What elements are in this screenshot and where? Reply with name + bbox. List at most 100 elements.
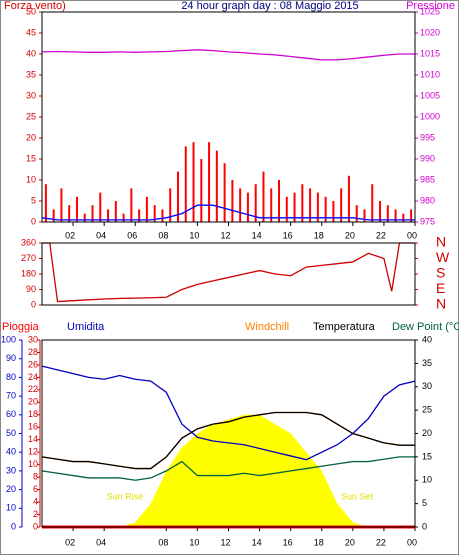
y2-tick-label: 0 [422, 521, 427, 531]
y2-tick-label: 35 [422, 358, 432, 368]
y3-tick-label: 16 [28, 422, 38, 432]
wind-bar [270, 188, 273, 222]
wind-bar [215, 150, 218, 222]
x-tick-label: 14 [252, 537, 262, 547]
y-tick-label: 270 [21, 253, 36, 263]
legend-label: Temperatura [313, 321, 376, 333]
y2-tick-label: 40 [422, 334, 432, 344]
wind-bar [161, 209, 164, 222]
annotation: Sun Rise [107, 491, 144, 501]
y-tick-label: 25 [26, 111, 36, 121]
y3-tick-label: 24 [28, 372, 38, 382]
y2-tick-label: 1015 [420, 48, 440, 58]
x-tick-label: 02 [65, 230, 75, 240]
y-tick-label: 20 [26, 132, 36, 142]
x-tick-label: 06 [127, 230, 137, 240]
y-tick-label: 0 [11, 521, 16, 531]
y3-tick-label: 8 [33, 472, 38, 482]
right-label: Pressione [406, 0, 455, 12]
wind-bar [75, 196, 78, 222]
wind-bar [285, 196, 288, 222]
wind-bar [114, 201, 117, 222]
y2-tick-label: E [436, 280, 445, 296]
wind-bar [130, 188, 133, 222]
wind-bar [324, 196, 327, 222]
x-tick-label: 08 [158, 537, 168, 547]
wind-bar [254, 184, 257, 222]
plot-frame [41, 242, 416, 306]
wind-bar [208, 142, 211, 222]
y2-tick-label: 1010 [420, 69, 440, 79]
wind-bar [246, 192, 249, 222]
wind-bar [301, 184, 304, 222]
y2-tick-label: 1000 [420, 111, 440, 121]
x-tick-label: 18 [314, 537, 324, 547]
y-tick-label: 40 [26, 48, 36, 58]
y-tick-label: 15 [26, 153, 36, 163]
legend-label: Windchill [245, 321, 289, 333]
y2-tick-label: 980 [420, 195, 435, 205]
wind-bar [379, 201, 382, 222]
y-tick-label: 60 [6, 409, 16, 419]
y2-tick-label: N [436, 296, 446, 312]
wind-bar [278, 180, 281, 222]
x-tick-label: 16 [283, 537, 293, 547]
x-tick-label: 08 [158, 230, 168, 240]
annotation: Sun Set [341, 491, 374, 501]
y2-tick-label: 30 [422, 381, 432, 391]
legend-label: Umidita [67, 321, 105, 333]
x-tick-label: 00 [407, 537, 417, 547]
wind-bar [60, 188, 63, 222]
wind-bar [371, 184, 374, 222]
wind-bar [153, 205, 156, 222]
wind-bar [262, 171, 265, 222]
series-line [41, 411, 415, 470]
wind-bar [145, 196, 148, 222]
y3-tick-label: 14 [28, 434, 38, 444]
wind-bar [91, 205, 94, 222]
y-tick-label: 20 [6, 484, 16, 494]
x-tick-label: 16 [283, 230, 293, 240]
x-tick-label: 22 [376, 537, 386, 547]
y-tick-label: 50 [26, 6, 36, 16]
y-tick-label: 10 [6, 503, 16, 513]
plot-frame [41, 11, 416, 223]
y2-tick-label: 1025 [420, 6, 440, 16]
wind-bar [52, 209, 55, 222]
plot-frame [41, 339, 416, 528]
x-tick-label: 02 [65, 537, 75, 547]
y-tick-label: 70 [6, 390, 16, 400]
wind-bar [293, 192, 296, 222]
y3-tick-label: 30 [28, 334, 38, 344]
wind-bar [309, 188, 312, 222]
legend-label: Dew Point (°C [392, 321, 459, 333]
y3-tick-label: 28 [28, 347, 38, 357]
wind-bar [200, 159, 203, 222]
series-line [42, 242, 415, 303]
y2-tick-label: 995 [420, 132, 435, 142]
y2-tick-label: N [436, 234, 446, 250]
wind-bar [122, 213, 125, 222]
y2-tick-label: S [436, 265, 445, 281]
y2-tick-label: 25 [422, 405, 432, 415]
y3-tick-label: 12 [28, 447, 38, 457]
wind-bar [410, 209, 413, 222]
y2-tick-label: 985 [420, 174, 435, 184]
x-tick-label: 10 [189, 537, 199, 547]
y2-tick-label: 990 [420, 153, 435, 163]
wind-bar [223, 163, 226, 222]
y2-tick-label: 10 [422, 475, 432, 485]
series-line [41, 49, 415, 61]
x-tick-label: 14 [252, 230, 262, 240]
left-label: Forza vento) [4, 0, 66, 12]
y2-tick-label: 15 [422, 451, 432, 461]
wind-bar [176, 171, 179, 222]
y-tick-label: 5 [31, 195, 36, 205]
y-tick-label: 40 [6, 447, 16, 457]
wind-bar [316, 192, 319, 222]
legend-label: Pioggia [2, 321, 40, 333]
y-tick-label: 90 [6, 353, 16, 363]
y3-tick-label: 22 [28, 384, 38, 394]
y3-tick-label: 10 [28, 459, 38, 469]
